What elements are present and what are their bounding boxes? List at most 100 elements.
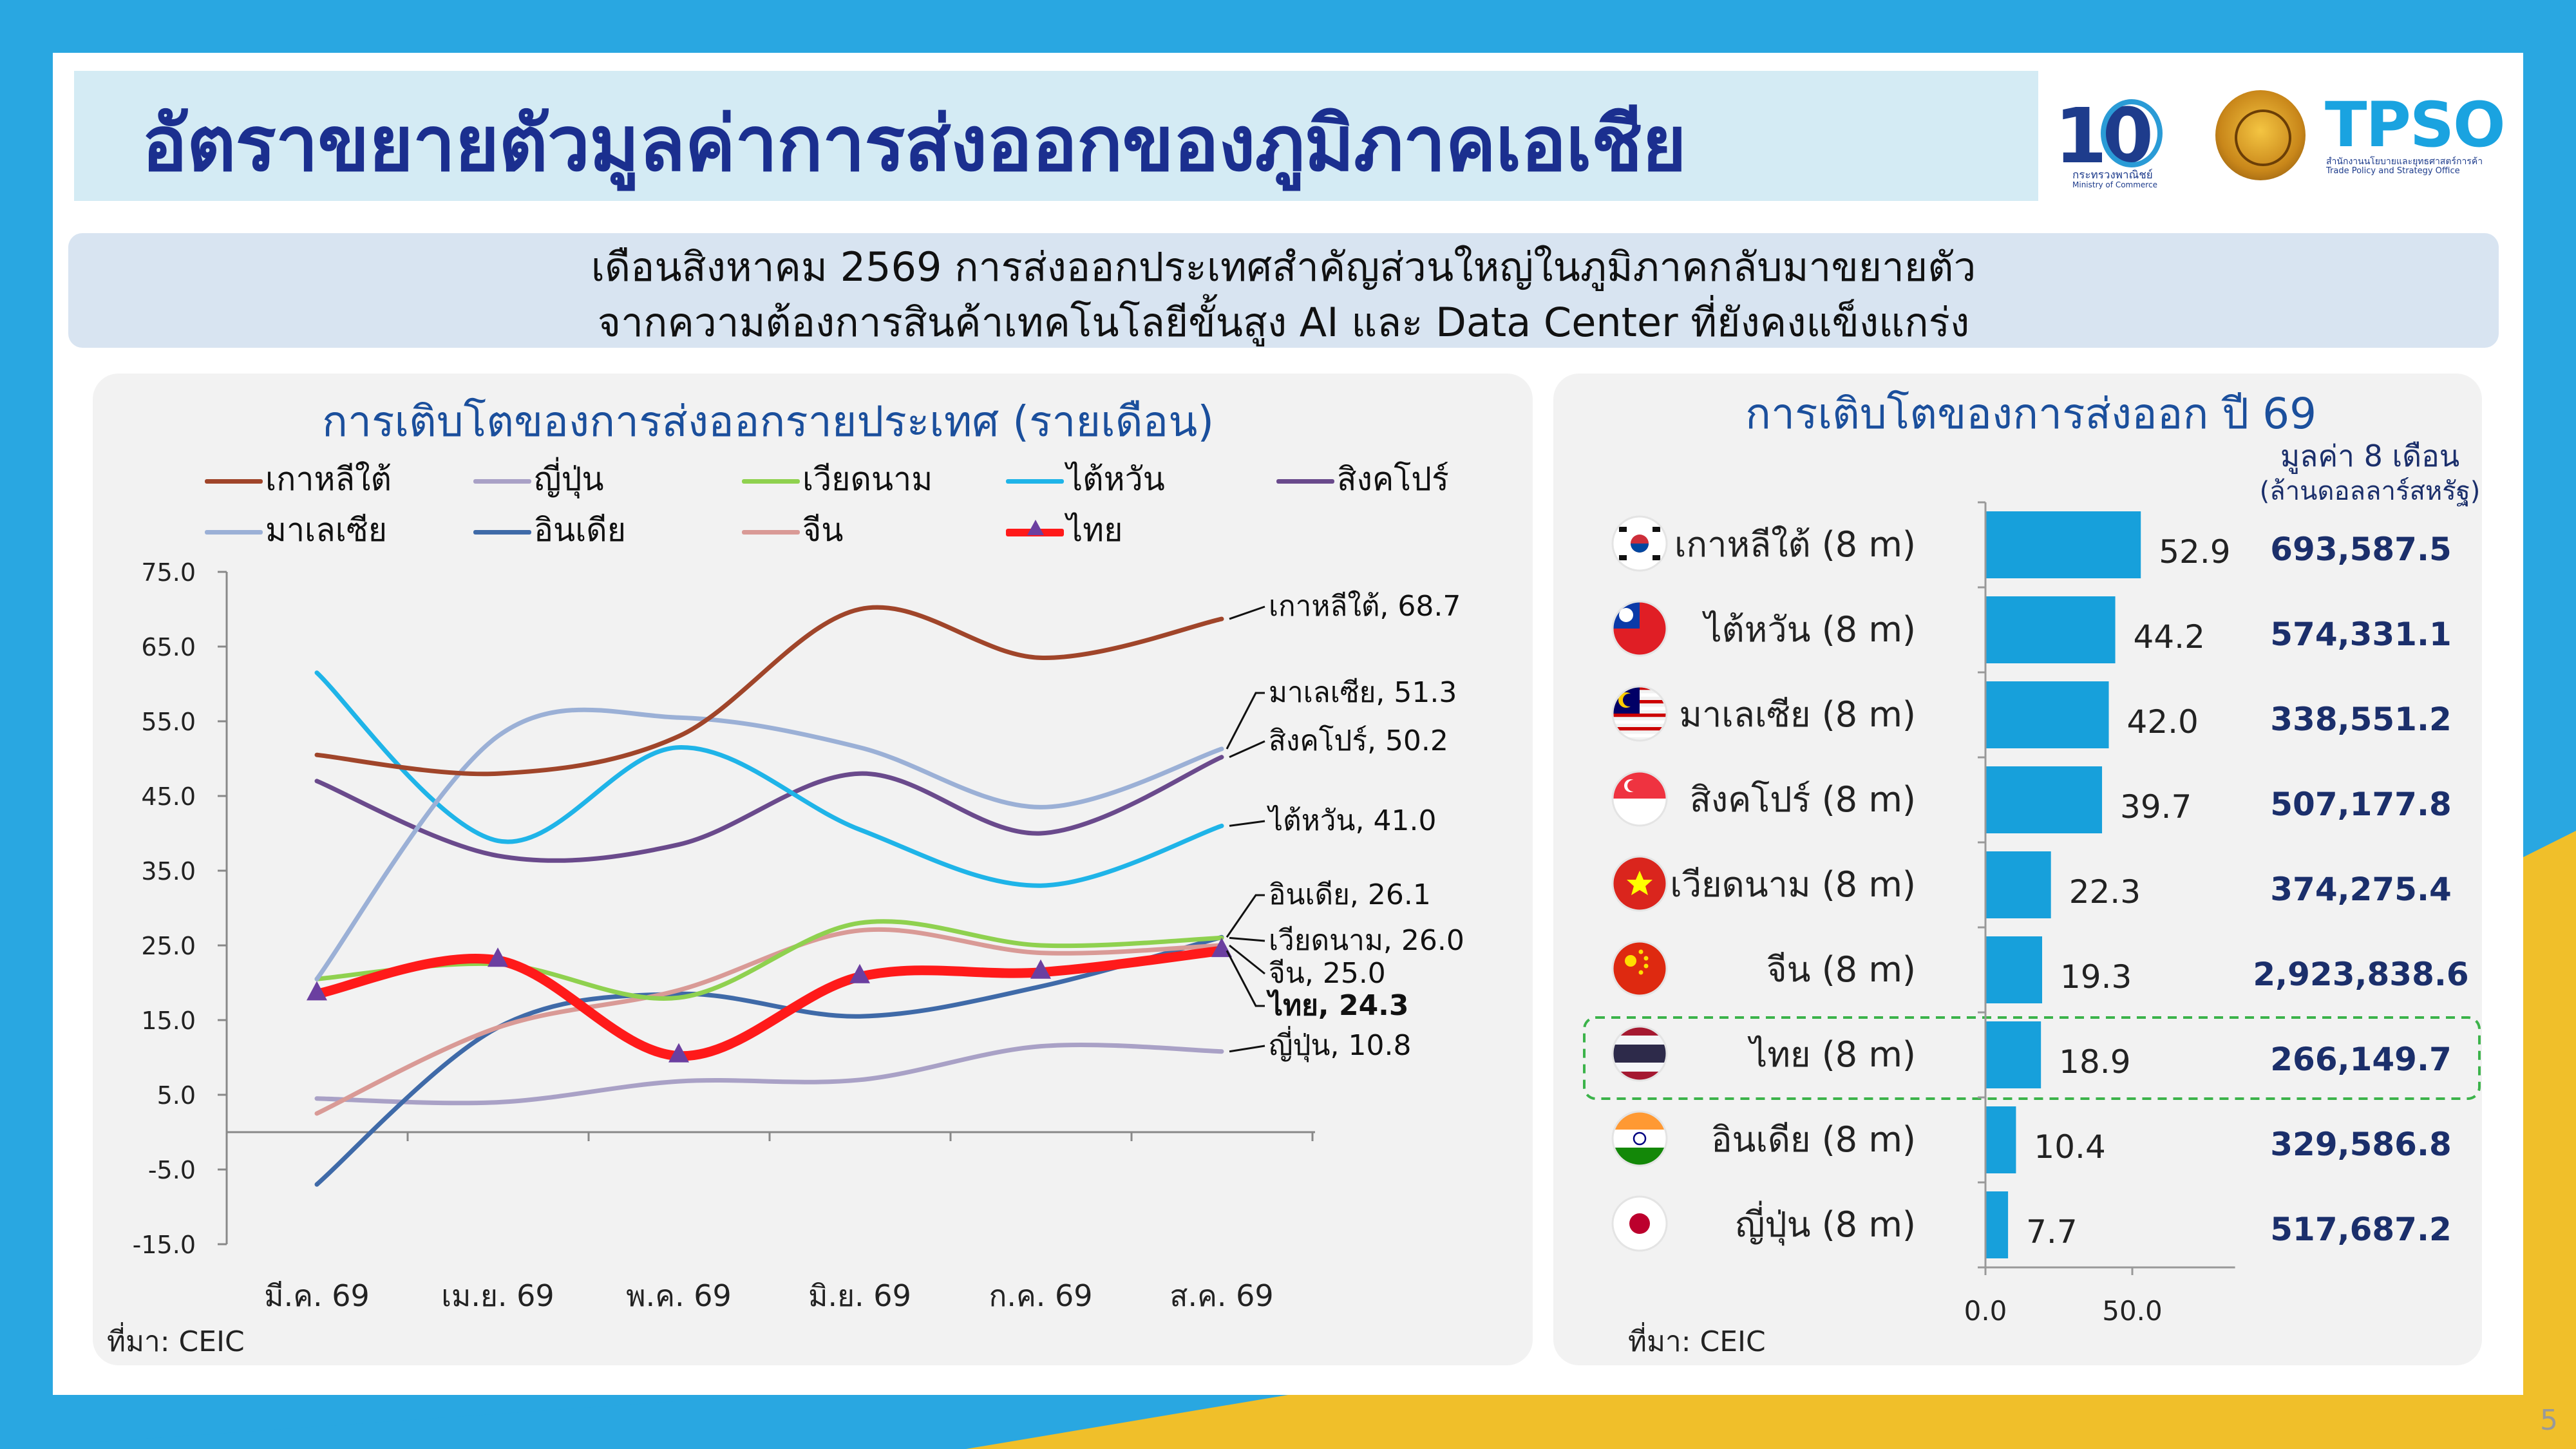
- page-title: อัตราขยายตัวมูลค่าการส่งออกของภูมิภาคเอเ…: [142, 99, 1687, 188]
- bar-category-label: สิงคโปร์ (8 m): [1690, 779, 1916, 820]
- china-flag-icon: [1611, 940, 1668, 997]
- japan-flag-icon: [1611, 1195, 1668, 1252]
- bar: [1985, 1106, 2016, 1173]
- legend-swatch: [1006, 519, 1064, 536]
- y-tick-label: 65.0: [141, 633, 196, 661]
- india-flag-icon: [1611, 1110, 1668, 1167]
- label-leader-line: [1226, 950, 1265, 1007]
- x-tick-label: มิ.ย. 69: [808, 1278, 911, 1313]
- legend-swatch: [1006, 479, 1064, 484]
- thailand-point: [488, 947, 508, 967]
- thailand-point: [307, 981, 327, 1001]
- label-leader-line: [1229, 740, 1265, 759]
- thailand-point: [849, 963, 870, 983]
- bar: [1985, 851, 2051, 918]
- series-line-vietnam: [314, 919, 1224, 1001]
- moc-100-years-logo: 10 กระทรวงพาณิชย์ Ministry of Commerce: [2054, 84, 2163, 189]
- end-label-vietnam: เวียดนาม, 26.0: [1269, 924, 1464, 957]
- series-line-korea: [314, 605, 1224, 777]
- label-leader-line: [1229, 605, 1265, 620]
- legend-swatch: [1276, 479, 1334, 484]
- y-tick-label: -15.0: [133, 1231, 196, 1259]
- end-label-malaysia: มาเลเซีย, 51.3: [1269, 676, 1457, 709]
- amount-value: 266,149.7: [2270, 1041, 2452, 1078]
- bar: [1985, 596, 2116, 663]
- amount-value: 507,177.8: [2270, 786, 2452, 823]
- bar-category-label: ญี่ปุ่น (8 m): [1735, 1200, 1916, 1246]
- bar-x-tick-label: 0.0: [1964, 1295, 2007, 1327]
- amount-unit: (ล้านดอลลาร์สหรัฐ): [2259, 477, 2481, 506]
- bar-value-label: 52.9: [2159, 533, 2230, 571]
- legend-swatch: [473, 530, 531, 535]
- legend-swatch: [205, 479, 263, 484]
- bar-value-label: 19.3: [2060, 958, 2132, 996]
- triangle-marker-icon: [1027, 519, 1044, 535]
- bar-value-label: 18.9: [2059, 1043, 2130, 1081]
- bar-value-label: 7.7: [2026, 1213, 2078, 1251]
- bar-x-tick-label: 50.0: [2102, 1295, 2163, 1327]
- series-line-singapore: [314, 755, 1224, 863]
- bar-category-label: เวียดนาม (8 m): [1670, 864, 1916, 905]
- subtitle-line-1: เดือนสิงหาคม 2569 การส่งออกประเทศสำคัญส่…: [591, 243, 1976, 290]
- taiwan-flag-icon: [1611, 600, 1668, 657]
- thailand-flag-icon: [1611, 1025, 1668, 1082]
- legend-swatch: [742, 479, 800, 484]
- amount-value: 693,587.5: [2270, 531, 2452, 568]
- end-label-taiwan: ไต้หวัน, 41.0: [1267, 804, 1436, 837]
- title-banner: [74, 71, 2038, 201]
- legend-swatch: [205, 530, 263, 535]
- thailand-highlight-box: [1583, 1016, 2481, 1100]
- amount-value: 329,586.8: [2270, 1126, 2452, 1163]
- legend-item-singapore: สิงคโปร์: [1276, 454, 1449, 505]
- vietnam-flag-icon: [1611, 855, 1668, 912]
- bar-chart: 52.9 เกาหลีใต้ (8 m) 693,587.5 44.2 ไต้หวัน …: [1583, 501, 2481, 1327]
- page-number: 5: [2540, 1404, 2558, 1437]
- legend-item-korea: เกาหลีใต้: [205, 454, 392, 505]
- x-tick-label: มี.ค. 69: [264, 1278, 370, 1313]
- moc-logo-text: กระทรวงพาณิชย์: [2072, 169, 2153, 182]
- bar: [1985, 1021, 2041, 1088]
- legend-item-taiwan: ไต้หวัน: [1006, 454, 1165, 505]
- end-label-korea: เกาหลีใต้, 68.7: [1269, 590, 1461, 623]
- bar-category-label: จีน (8 m): [1766, 949, 1916, 990]
- end-label-japan: ญี่ปุ่น, 10.8: [1269, 1025, 1411, 1063]
- legend-item-china: จีน: [742, 505, 843, 556]
- y-tick-label: 75.0: [141, 558, 196, 587]
- series-line-india: [314, 934, 1224, 1187]
- x-tick-label: เม.ย. 69: [441, 1278, 554, 1313]
- end-label-india: อินเดีย, 26.1: [1269, 878, 1431, 911]
- legend-swatch: [473, 479, 531, 484]
- series-line-japan: [314, 1043, 1224, 1106]
- bar: [1985, 1191, 2009, 1258]
- line-chart-title: การเติบโตของการส่งออกรายประเทศ (รายเดือน…: [322, 397, 1215, 446]
- bar-value-label: 44.2: [2134, 618, 2205, 656]
- bar-category-label: เกาหลีใต้ (8 m): [1674, 524, 1916, 565]
- korea-flag-icon: [1611, 515, 1668, 572]
- x-tick-label: ก.ค. 69: [989, 1278, 1092, 1313]
- moc-logo-text-en: Ministry of Commerce: [2072, 180, 2157, 189]
- bar: [1985, 681, 2109, 748]
- amount-value: 517,687.2: [2270, 1211, 2452, 1248]
- malaysia-flag-icon: [1611, 685, 1668, 742]
- x-tick-label: พ.ค. 69: [626, 1278, 732, 1313]
- bar-chart-title: การเติบโตของการส่งออก ปี 69: [1745, 389, 2317, 439]
- legend-item-japan: ญี่ปุ่น: [473, 454, 604, 505]
- series-line-china: [314, 927, 1224, 1116]
- y-tick-label: 35.0: [141, 857, 196, 886]
- x-tick-label: ส.ค. 69: [1170, 1278, 1273, 1313]
- bar-value-label: 42.0: [2127, 703, 2199, 741]
- thailand-point: [1030, 959, 1051, 979]
- series-line-malaysia: [314, 707, 1224, 981]
- amount-value: 338,551.2: [2270, 701, 2452, 738]
- bar: [1985, 511, 2141, 578]
- end-label-thailand: ไทย, 24.3: [1266, 989, 1409, 1022]
- amount-value: 2,923,838.6: [2253, 956, 2468, 993]
- bar-value-label: 10.4: [2034, 1128, 2105, 1166]
- label-leader-line: [1229, 1045, 1265, 1053]
- y-tick-label: 15.0: [141, 1007, 196, 1035]
- bar-value-label: 22.3: [2069, 873, 2141, 911]
- label-leader-line: [1229, 820, 1265, 827]
- label-leader-line: [1229, 936, 1265, 942]
- bar-chart-source: ที่มา: CEIC: [1628, 1325, 1766, 1358]
- y-tick-label: 45.0: [141, 782, 196, 811]
